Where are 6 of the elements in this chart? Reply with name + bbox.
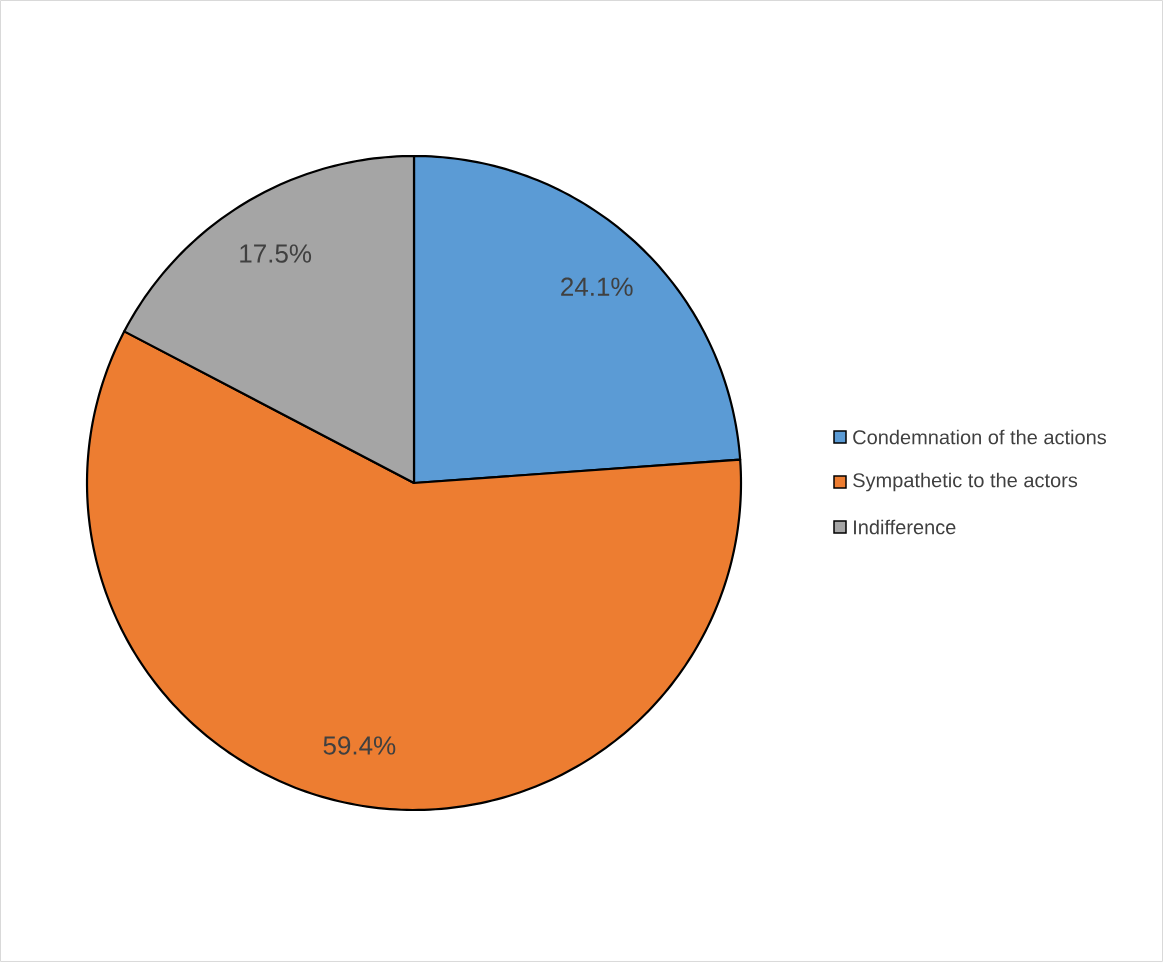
legend-label: Condemnation of the actions xyxy=(853,429,1107,445)
data-label: 59.4% xyxy=(323,736,396,755)
data-label: 17.5% xyxy=(240,244,312,263)
legend-label: Sympathetic to the actors xyxy=(853,472,1078,492)
legend-label: Indifference xyxy=(854,519,956,535)
data-label: 24.1% xyxy=(561,277,633,296)
